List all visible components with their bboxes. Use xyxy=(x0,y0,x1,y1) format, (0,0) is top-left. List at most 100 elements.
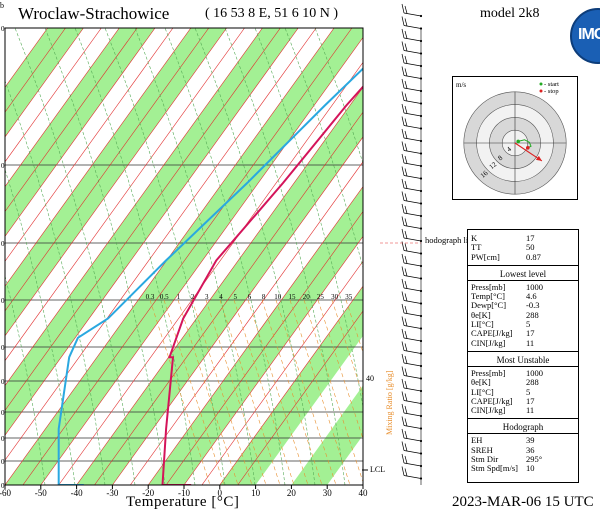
temperature-band xyxy=(291,385,363,485)
mixing-ratio-tick: 10 xyxy=(274,293,282,301)
mixing-ratio-tick: 1 xyxy=(177,293,181,301)
wind-barb xyxy=(401,316,423,330)
hodograph-ring-label: 16 xyxy=(479,169,490,180)
wind-barb xyxy=(401,141,423,155)
x-tick-label: 10 xyxy=(251,488,261,498)
pressure-tick-label: 0 xyxy=(1,409,5,417)
dry-adiabat xyxy=(5,80,106,485)
isotherm xyxy=(40,36,363,485)
mixing-ratio-tick: 0.5 xyxy=(160,293,169,301)
mixing-ratio-line xyxy=(177,299,239,485)
index-row-pw: PW[cm] 0.87 xyxy=(471,251,541,262)
x-tick-label: 0 xyxy=(218,488,223,498)
lcl-label: LCL xyxy=(370,465,385,474)
temperature-profile xyxy=(161,85,363,485)
ll-dewp: Dewp[°C] -0.3 xyxy=(471,300,540,311)
mu-thetae: θe[K] 288 xyxy=(471,377,539,388)
hodograph-ring-label: 8 xyxy=(496,154,504,163)
wind-barb xyxy=(401,66,423,80)
storm-motion-arrowhead xyxy=(535,155,542,161)
isotherm xyxy=(5,28,192,287)
wind-barb xyxy=(401,203,423,218)
dry-adiabat xyxy=(104,28,226,485)
x-tick-label: -60 xyxy=(0,488,11,498)
mixing-ratio-line xyxy=(261,299,323,485)
wind-barb xyxy=(401,278,423,293)
mixing-ratio-tick: 3 xyxy=(205,293,209,301)
wind-barb xyxy=(401,303,423,318)
isotherm xyxy=(147,186,363,485)
hodograph-stop xyxy=(526,146,530,150)
isotherm xyxy=(5,28,84,138)
mixing-ratio-tick: 6 xyxy=(248,293,252,301)
mixing-ratio-tick: 8 xyxy=(262,293,266,301)
mixing-ratio-tick: 20 xyxy=(303,293,311,301)
isotherm xyxy=(5,28,209,312)
wind-barb xyxy=(401,403,423,418)
wind-barb xyxy=(401,153,423,168)
hodograph-trace xyxy=(518,139,532,149)
ll-press: Press[mb] 1000 xyxy=(471,281,543,292)
x-tick-label: -40 xyxy=(71,488,83,498)
pressure-tick-label: 0 xyxy=(1,25,5,33)
pressure-tick-label: 0 xyxy=(1,297,5,305)
legend-stop-marker xyxy=(539,89,543,93)
wind-barb xyxy=(401,353,423,368)
x-tick-label: 30 xyxy=(323,488,333,498)
x-tick-label: -50 xyxy=(35,488,47,498)
isotherm xyxy=(76,86,363,485)
mixing-ratio-line xyxy=(289,299,351,485)
pressure-tick-label: 0 xyxy=(1,240,5,248)
isotherm xyxy=(5,28,120,188)
dry-adiabat xyxy=(134,28,256,485)
legend-stop: - stop xyxy=(544,88,559,95)
x-tick-label: -20 xyxy=(142,488,154,498)
mixing-ratio-tick: 2 xyxy=(191,293,195,301)
ll-cape: CAPE[J/kg] 17 xyxy=(471,328,535,339)
hodo-eh: EH 39 xyxy=(471,435,535,446)
wind-barb xyxy=(401,428,423,443)
lowest-level-title: Lowest level xyxy=(499,268,547,279)
mu-li: LI[°C] 5 xyxy=(471,386,531,397)
mixing-ratio-line xyxy=(219,299,281,485)
index-row-tt: TT 50 xyxy=(471,242,535,253)
mixing-ratio-tick: 30 xyxy=(331,293,339,301)
hodo-stmspd: Stm Spd[m/s] 10 xyxy=(471,463,535,474)
x-tick-label: 20 xyxy=(287,488,297,498)
height-marker: 40 xyxy=(366,374,374,383)
mixing-ratio-line xyxy=(233,299,295,485)
ll-temp: Temp[°C] 4.6 xyxy=(471,291,537,302)
wind-barb xyxy=(401,453,423,468)
mixing-ratio-label: Mixing Ratio [g/kg] xyxy=(385,370,394,435)
dry-adiabat xyxy=(254,28,363,409)
wind-barb xyxy=(401,466,423,480)
mixing-ratio-line xyxy=(205,299,267,485)
indices-panel: K 17 TT 50 PW[cm] 0.87 Lowest level Press[m… xyxy=(467,229,579,483)
wind-barb xyxy=(401,378,423,393)
mixing-ratio-line xyxy=(345,299,363,354)
ll-li: LI[°C] 5 xyxy=(471,319,531,330)
isotherm xyxy=(219,285,363,485)
hodograph-start xyxy=(516,139,520,144)
isotherm xyxy=(5,28,281,411)
wind-barb xyxy=(401,91,423,105)
pressure-tick-label: 0 xyxy=(1,344,5,352)
temperature-band xyxy=(5,28,363,485)
wind-barb xyxy=(401,28,423,43)
wind-barb xyxy=(401,416,423,430)
isotherm xyxy=(5,28,156,237)
corner-label: b xyxy=(0,1,4,10)
mu-cin: CIN[J/kg] 11 xyxy=(471,405,535,416)
isotherm xyxy=(183,235,363,485)
hodograph-ring-label: 12 xyxy=(488,160,499,171)
wind-barb xyxy=(401,341,423,355)
x-axis-title: Temperature [°C] xyxy=(126,494,240,510)
x-tick-label: 40 xyxy=(359,488,369,498)
x-tick-label: -30 xyxy=(106,488,118,498)
mixing-ratio-tick: 0.3 xyxy=(146,293,155,301)
wind-barb xyxy=(401,103,423,118)
dry-adiabat xyxy=(74,28,196,485)
mu-cape: CAPE[J/kg] 17 xyxy=(471,395,535,406)
